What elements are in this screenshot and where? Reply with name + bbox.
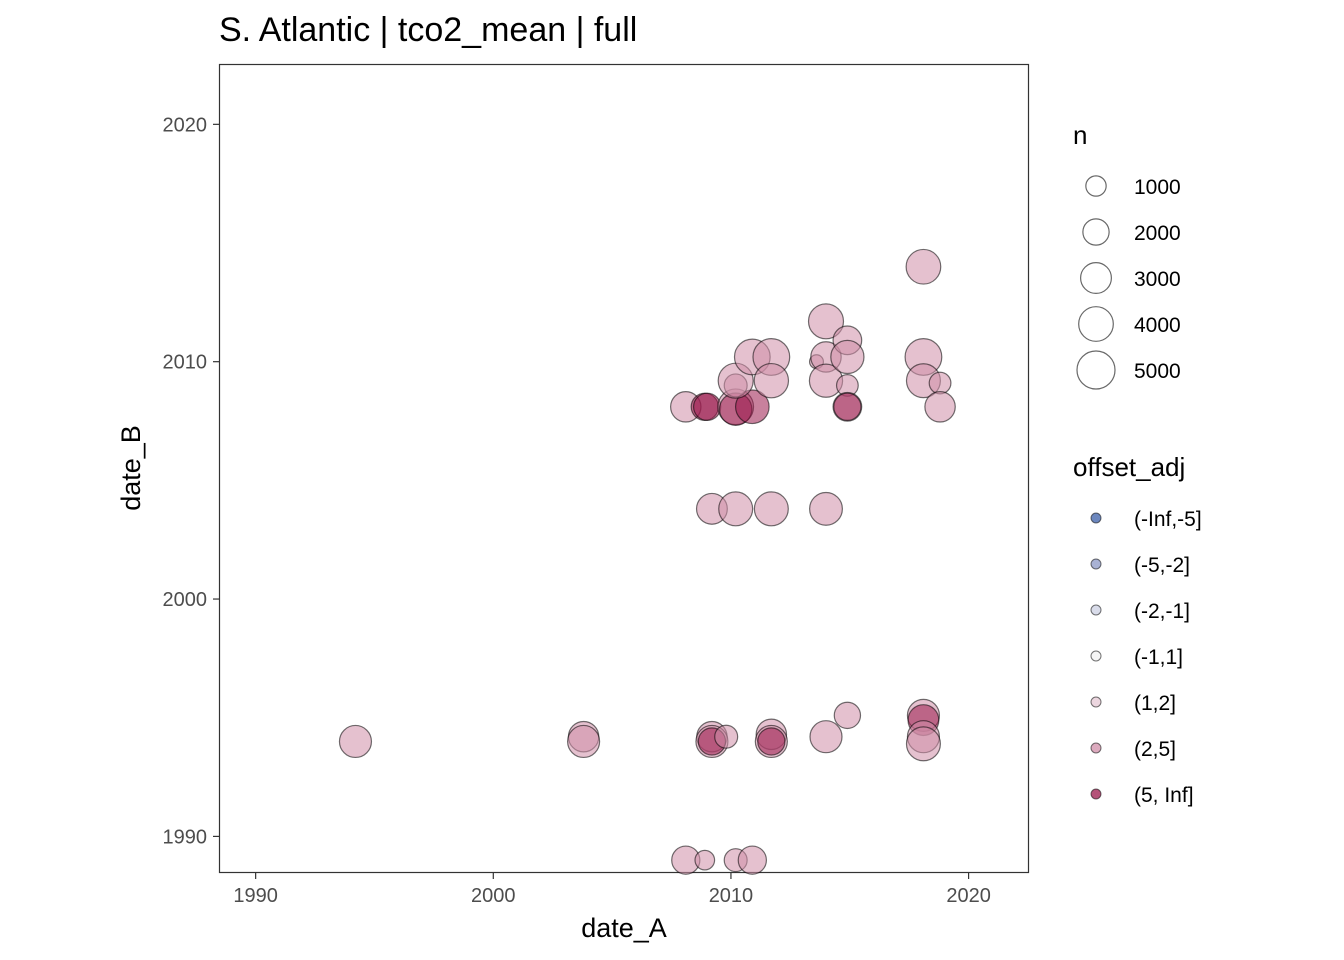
- data-points: [338, 248, 956, 875]
- color-legend-key: [1090, 650, 1102, 662]
- color-legend-key: [1090, 512, 1102, 524]
- data-point: [809, 720, 843, 754]
- data-point: [714, 724, 739, 749]
- y-tick-label: 2000: [163, 589, 208, 611]
- data-point: [809, 491, 843, 526]
- color-legend-key: [1090, 742, 1102, 754]
- color-legend-key: [1090, 604, 1102, 616]
- data-point: [833, 392, 862, 422]
- y-tick-label: 2020: [163, 114, 208, 136]
- color-legend-label: (5, Inf]: [1134, 784, 1194, 807]
- size-legend: n 1000 2000 3000 4000 5000: [1073, 120, 1181, 390]
- size-legend-key: [1076, 350, 1116, 390]
- data-point: [338, 724, 373, 759]
- y-axis: 1990 2000 2010 2020: [163, 114, 220, 848]
- color-legend-label: (-5,-2]: [1134, 554, 1190, 577]
- data-point: [928, 371, 952, 395]
- data-point: [924, 391, 956, 423]
- size-legend-key: [1082, 218, 1110, 246]
- x-axis: 1990 2000 2010 2020: [233, 872, 991, 907]
- data-point: [734, 389, 770, 425]
- data-point: [905, 248, 942, 285]
- color-legend-label: (2,5]: [1134, 738, 1176, 761]
- color-legend-key: [1090, 788, 1102, 800]
- size-legend-label: 5000: [1134, 360, 1181, 383]
- x-tick-label: 2010: [709, 885, 754, 907]
- data-point: [718, 491, 754, 527]
- color-legend-label: (-2,-1]: [1134, 600, 1190, 623]
- size-legend-title: n: [1073, 120, 1087, 150]
- data-point: [830, 339, 865, 375]
- size-legend-label: 2000: [1134, 222, 1181, 245]
- data-point: [807, 303, 845, 340]
- data-point: [753, 362, 790, 399]
- data-point: [753, 491, 789, 527]
- data-point: [567, 724, 601, 759]
- x-tick-label: 1990: [233, 885, 278, 907]
- color-legend-label: (1,2]: [1134, 692, 1176, 715]
- data-point: [694, 849, 716, 871]
- data-point: [905, 726, 941, 762]
- size-legend-key: [1080, 262, 1112, 294]
- color-legend-label: (-Inf,-5]: [1134, 508, 1202, 531]
- size-legend-label: 3000: [1134, 268, 1181, 291]
- color-legend-key: [1090, 696, 1102, 708]
- size-legend-key: [1078, 306, 1114, 342]
- y-tick-label: 2010: [163, 352, 208, 374]
- y-tick-label: 1990: [163, 826, 208, 848]
- data-point: [833, 701, 862, 730]
- data-point: [757, 727, 786, 756]
- size-legend-key: [1085, 175, 1107, 197]
- y-axis-label: date_B: [116, 425, 146, 511]
- x-axis-label: date_A: [581, 913, 667, 943]
- x-tick-label: 2020: [946, 885, 991, 907]
- plot-panel: [218, 63, 1030, 874]
- color-legend: offset_adj (-Inf,-5] (-5,-2] (-2,-1] (-1,1]…: [1073, 452, 1202, 807]
- color-legend-title: offset_adj: [1073, 452, 1185, 482]
- size-legend-label: 1000: [1134, 176, 1181, 199]
- size-legend-label: 4000: [1134, 314, 1181, 337]
- x-tick-label: 2000: [471, 885, 516, 907]
- chart-title: S. Atlantic | tco2_mean | full: [219, 11, 637, 49]
- color-legend-key: [1090, 558, 1102, 570]
- data-point: [692, 392, 722, 422]
- data-point: [737, 845, 768, 875]
- color-legend-label: (-1,1]: [1134, 646, 1183, 669]
